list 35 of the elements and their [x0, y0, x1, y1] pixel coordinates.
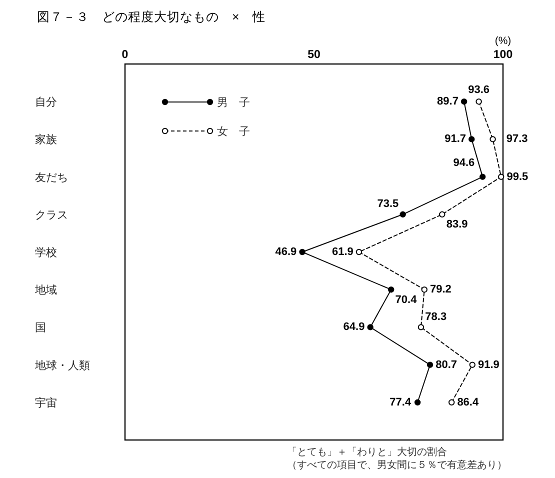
- data-label: 80.7: [436, 358, 458, 371]
- x-tick-label: 100: [493, 49, 513, 61]
- legend-label: 女 子: [217, 126, 250, 138]
- y-tick-label: 地球・人類: [34, 358, 90, 372]
- data-label: 79.2: [430, 284, 452, 296]
- y-tick-label: 家族: [35, 133, 57, 146]
- y-tick-label: 友だち: [35, 172, 68, 184]
- data-label: 46.9: [275, 246, 297, 258]
- x-tick-label: 0: [122, 49, 128, 61]
- data-label: 97.3: [506, 133, 528, 146]
- y-tick-label: 宇宙: [35, 396, 57, 410]
- xlabel: (%): [494, 35, 512, 47]
- data-label: 73.5: [377, 198, 399, 210]
- data-label: 93.6: [468, 84, 490, 96]
- data-label: 83.9: [446, 218, 468, 231]
- y-tick-label: 国: [35, 322, 46, 334]
- y-tick-label: 地域: [34, 284, 57, 297]
- x-tick-label: 50: [308, 49, 320, 61]
- data-label: 99.5: [506, 170, 528, 183]
- y-tick-label: クラス: [35, 209, 68, 222]
- data-label: 91.7: [444, 133, 466, 146]
- data-label: 61.9: [332, 246, 354, 258]
- data-label: 89.7: [437, 96, 458, 108]
- data-label: 94.6: [453, 156, 475, 169]
- legend-label: 男 子: [217, 97, 250, 109]
- data-label: 77.4: [390, 396, 412, 408]
- y-tick-label: 自分: [35, 96, 57, 109]
- data-label: 91.9: [478, 358, 500, 371]
- y-tick-label: 学校: [35, 246, 57, 259]
- data-label: 78.3: [425, 311, 447, 323]
- data-label: 64.9: [343, 321, 365, 334]
- data-label: 70.4: [395, 294, 417, 306]
- title: 図７－３ どの程度大切なもの × 性: [37, 10, 266, 24]
- data-label: 86.4: [457, 396, 479, 408]
- annotations: 「とても」＋「わりと」大切の割合 （すべての項目で、男女間に５％で有意差あり）: [287, 447, 507, 471]
